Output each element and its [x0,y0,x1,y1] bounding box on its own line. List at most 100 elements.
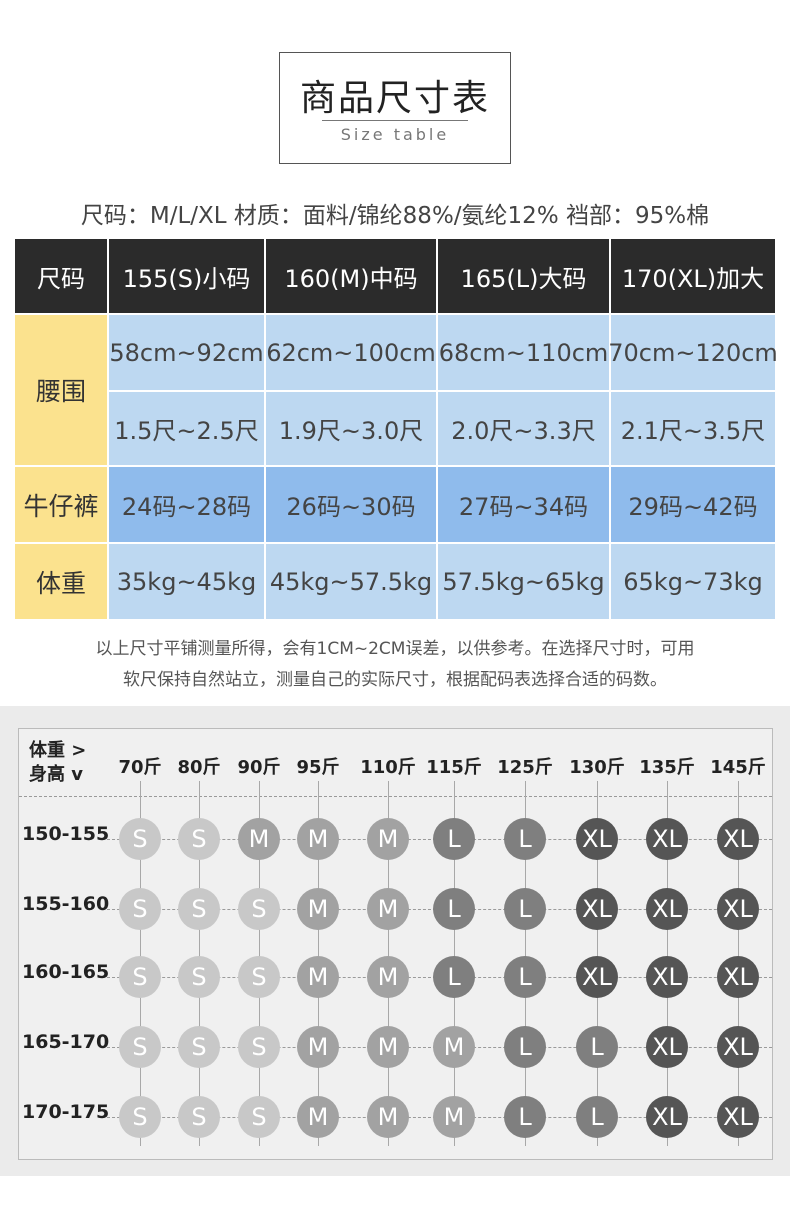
title-english: Size table [340,125,450,144]
weight-header: 80斤 [177,757,221,778]
size-dot: S [178,1096,220,1138]
size-dot: XL [717,888,759,930]
weight-s: 35kg~45kg [108,543,265,620]
weight-header: 110斤 [360,757,416,778]
size-dot: M [433,1026,475,1068]
height-label: 155-160 [22,893,110,915]
size-dot: L [576,1026,618,1068]
size-dot: S [119,1096,161,1138]
size-dot: S [238,888,280,930]
waist-chi-s: 1.5尺~2.5尺 [108,391,265,466]
size-dot: XL [646,1026,688,1068]
height-label: 170-175 [22,1101,110,1123]
size-dot: M [367,1026,409,1068]
row-label-weight: 体重 [14,543,108,620]
size-dot: XL [646,956,688,998]
size-dot: L [433,956,475,998]
size-dot: M [297,1096,339,1138]
note-line-2: 软尺保持自然站立，测量自己的实际尺寸，根据配码表选择合适的码数。 [123,670,667,690]
title-chinese: 商品尺寸表 [299,78,490,119]
waist-cm-s: 58cm~92cm [108,314,265,391]
size-dot: XL [646,1096,688,1138]
size-dot: L [504,1096,546,1138]
weight-l: 57.5kg~65kg [437,543,610,620]
waist-cm-xl: 70cm~120cm [608,314,778,391]
size-dot: S [238,956,280,998]
waist-chi-xl: 2.1尺~3.5尺 [610,391,776,466]
size-dot: L [504,1026,546,1068]
header-s: 155(S)小码 [108,238,265,314]
weight-header: 90斤 [237,757,281,778]
size-dot: S [119,818,161,860]
weight-header: 135斤 [639,757,695,778]
size-dot: M [238,818,280,860]
header-divider [19,796,772,797]
size-dot: XL [576,956,618,998]
size-dot: S [178,956,220,998]
size-dot: S [178,818,220,860]
size-dot: M [367,888,409,930]
size-dot: L [504,956,546,998]
size-dot: XL [646,888,688,930]
waist-cm-l: 68cm~110cm [437,314,610,391]
weight-m: 45kg~57.5kg [265,543,437,620]
height-label: 160-165 [22,961,110,983]
title-divider [322,120,468,121]
size-chart: 体重 > 身高 v 70斤 80斤 90斤 95斤 110斤 115斤 125斤 130斤 13… [18,728,773,1160]
size-dot: XL [717,1026,759,1068]
spec-line: 尺码：M/L/XL 材质：面料/锦纶88%/氨纶12% 裆部：95%棉 [80,203,710,229]
size-dot: L [433,888,475,930]
header-l: 165(L)大码 [437,238,610,314]
size-dot: S [238,1096,280,1138]
size-dot: XL [717,818,759,860]
size-dot: M [297,1026,339,1068]
weight-header: 145斤 [710,757,766,778]
chart-corner-label: 体重 > 身高 v [29,739,86,787]
height-label: 165-170 [22,1031,110,1053]
size-dot: L [504,888,546,930]
header-xl: 170(XL)加大 [610,238,776,314]
size-dot: XL [576,888,618,930]
size-dot: M [367,818,409,860]
size-dot: M [433,1096,475,1138]
size-dot: S [119,956,161,998]
jeans-xl: 29码~42码 [610,466,776,543]
weight-header: 130斤 [569,757,625,778]
jeans-s: 24码~28码 [108,466,265,543]
size-dot: M [367,1096,409,1138]
size-dot: XL [646,818,688,860]
size-dot: S [119,1026,161,1068]
size-dot: M [297,818,339,860]
size-dot: XL [717,956,759,998]
size-table: 尺码 155(S)小码 160(M)中码 165(L)大码 170(XL)加大 … [14,238,778,620]
header-m: 160(M)中码 [265,238,437,314]
size-dot: L [433,818,475,860]
weight-header: 95斤 [296,757,340,778]
weight-header: 115斤 [426,757,482,778]
size-dot: M [367,956,409,998]
size-dot: XL [717,1096,759,1138]
size-dot: XL [576,818,618,860]
size-dot: S [119,888,161,930]
size-dot: M [297,956,339,998]
row-label-waist: 腰围 [14,314,108,466]
size-dot: S [238,1026,280,1068]
row-label-jeans: 牛仔裤 [14,466,108,543]
weight-header: 125斤 [497,757,553,778]
height-label: 150-155 [22,823,110,845]
corner-height-label: 身高 v [29,764,83,785]
note-line-1: 以上尺寸平铺测量所得，会有1CM~2CM误差，以供参考。在选择尺寸时，可用 [95,639,695,659]
weight-xl: 65kg~73kg [610,543,776,620]
size-dot: S [178,888,220,930]
header-size-label: 尺码 [14,238,108,314]
jeans-m: 26码~30码 [265,466,437,543]
size-dot: M [297,888,339,930]
waist-chi-l: 2.0尺~3.3尺 [437,391,610,466]
waist-chi-m: 1.9尺~3.0尺 [265,391,437,466]
waist-cm-m: 62cm~100cm [265,314,437,391]
weight-header: 70斤 [118,757,162,778]
title-box: 商品尺寸表 Size table [279,52,511,164]
size-dot: L [504,818,546,860]
jeans-l: 27码~34码 [437,466,610,543]
size-dot: L [576,1096,618,1138]
